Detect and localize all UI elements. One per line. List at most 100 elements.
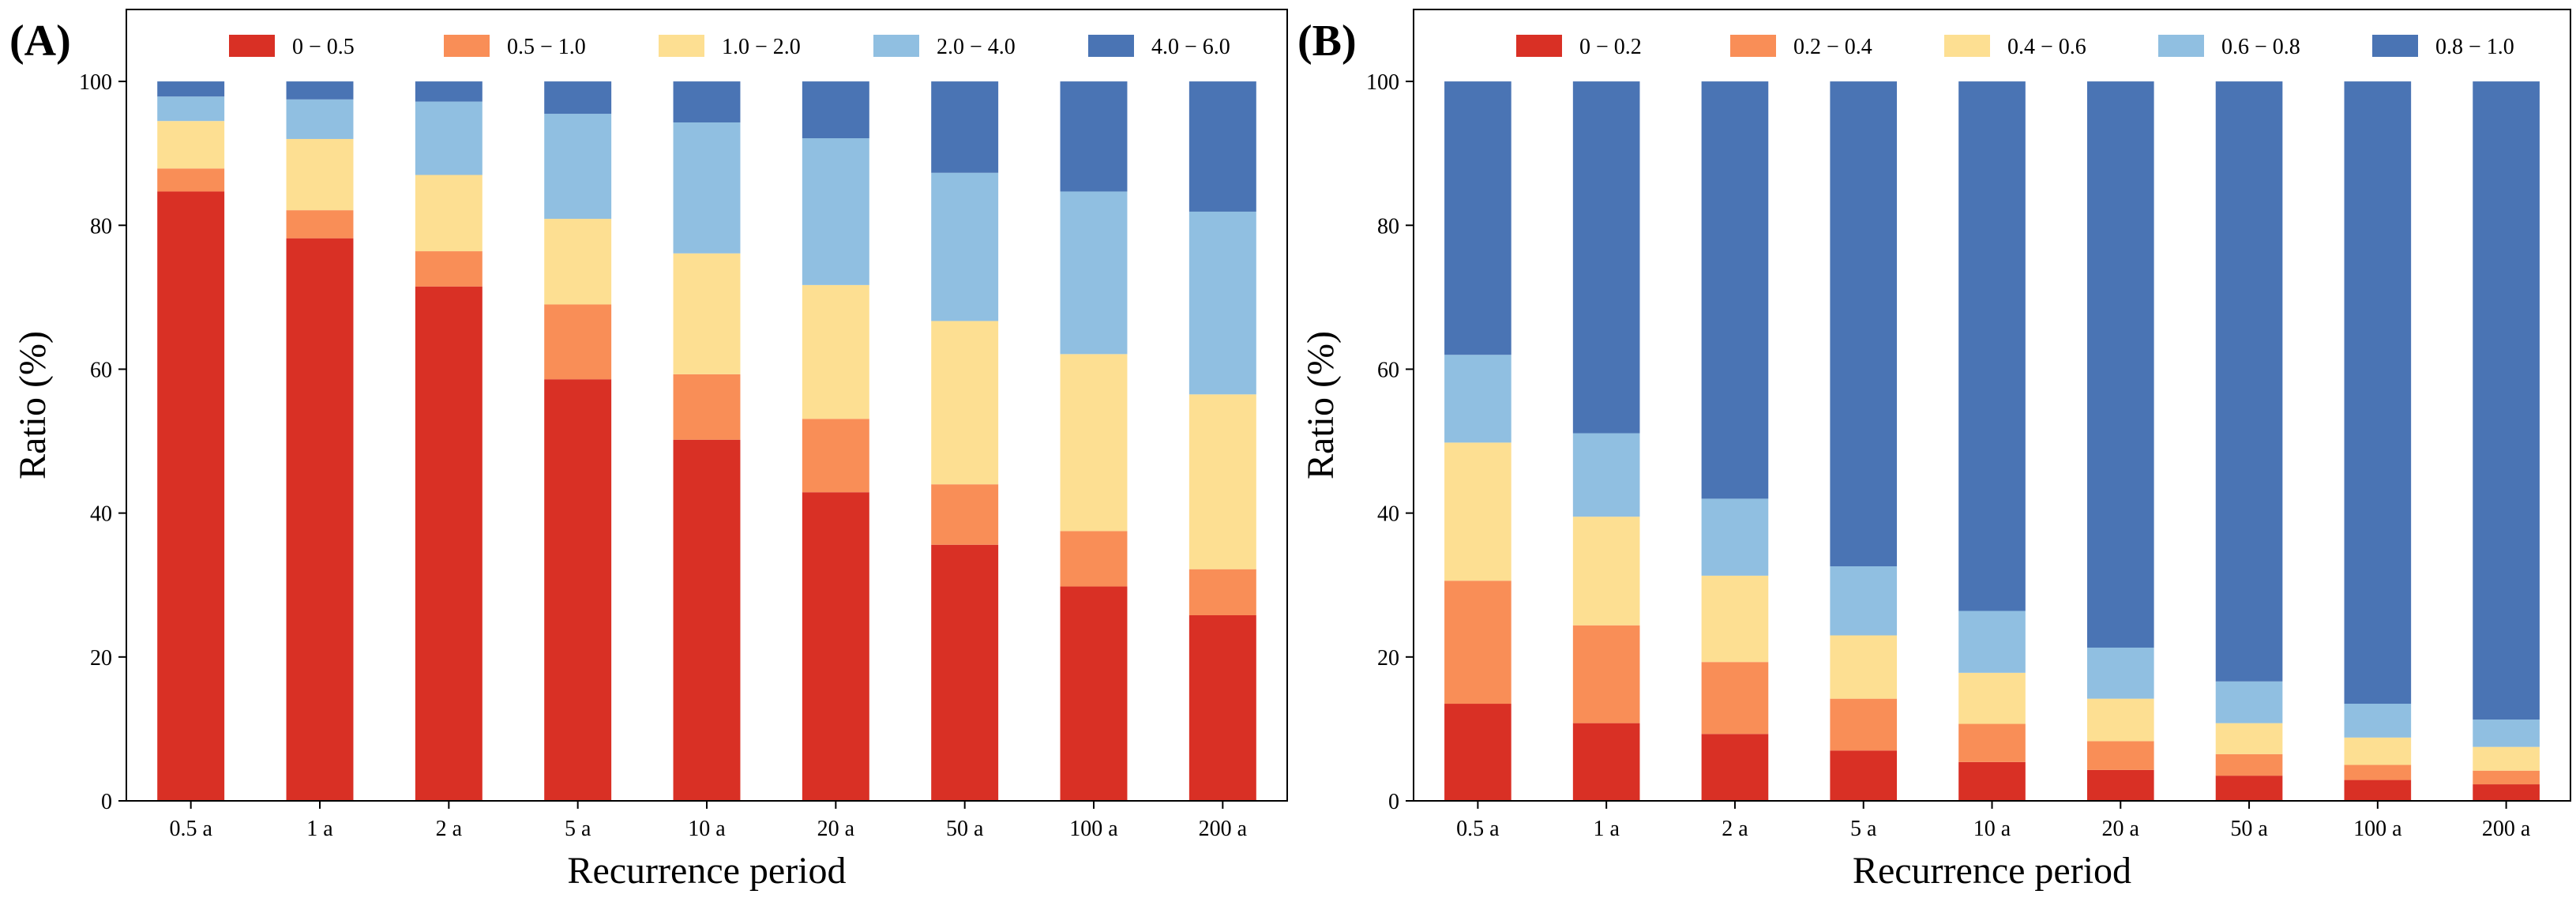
- panel-b-bar-segment-4-4: [1958, 81, 2026, 611]
- panel-b-bar-segment-2-2: [1701, 575, 1769, 663]
- panel-a-bar-segment-2-2: [415, 175, 483, 252]
- panel-b-bar-segment-4-2: [1958, 672, 2026, 724]
- panel-a-bar-segment-7-3: [1060, 191, 1128, 355]
- panel-b-bar-segment-8-4: [2473, 81, 2540, 720]
- panel-a-x-tick-label-4: 10 a: [688, 817, 726, 841]
- panel-b-x-tick-label-0: 0.5 a: [1456, 817, 1500, 841]
- panel-b-x-tick-label-6: 50 a: [2230, 817, 2268, 841]
- panel-a-label: (A): [9, 17, 71, 66]
- panel-b-bar-segment-4-0: [1958, 761, 2026, 801]
- panel-b-bar-segment-6-2: [2215, 723, 2283, 754]
- panel-b-bar-segment-0-2: [1444, 442, 1511, 581]
- panel-a-bar-segment-1-4: [286, 81, 354, 100]
- panel-a-x-tick-label-0: 0.5 a: [169, 817, 212, 841]
- panel-b-bar-segment-2-3: [1701, 498, 1769, 576]
- panel-a-bar-segment-2-1: [415, 251, 483, 287]
- panel-b-legend-swatch-4: [2372, 35, 2418, 57]
- panel-a-y-tick-label-0: 0: [101, 790, 112, 814]
- panel-a-x-tick-label-8: 200 a: [1199, 817, 1248, 841]
- panel-a-bar-segment-0-2: [157, 121, 225, 169]
- panel-a-legend-label-2: 1.0 − 2.0: [722, 35, 801, 59]
- panel-a-legend: 0 − 0.5 0.5 − 1.0 1.0 − 2.0 2.0 − 4.0 4.0 − …: [229, 35, 1230, 59]
- panel-b-legend: 0 − 0.2 0.2 − 0.4 0.4 − 0.6 0.6 − 0.8 0.8 − …: [1516, 35, 2514, 59]
- panel-b-bar-segment-7-1: [2344, 765, 2412, 780]
- panel-b-bar-segment-5-4: [2086, 81, 2154, 648]
- panel-b-bar-segment-7-2: [2344, 737, 2412, 765]
- panel-b-chart: (B) 0 20 40 60 80 100 0.5 a 1 a 2 a 5 a 10 a 20 a 50…: [1297, 9, 2571, 892]
- panel-a-y-tick-label-5: 100: [79, 70, 112, 95]
- panel-a-bar-segment-6-0: [931, 544, 999, 801]
- panel-b-bar-segment-7-0: [2344, 780, 2412, 801]
- panel-a-bar-segment-5-0: [802, 492, 869, 801]
- panel-b-legend-label-3: 0.6 − 0.8: [2221, 35, 2300, 59]
- panel-a-bar-segment-7-4: [1060, 81, 1128, 192]
- panel-b-bar-segment-3-0: [1830, 750, 1898, 801]
- panel-b-bar-segment-1-1: [1572, 625, 1640, 723]
- panel-b-bar-segment-1-4: [1572, 81, 1640, 434]
- panel-a-bar-segment-4-4: [673, 81, 741, 123]
- panel-b-x-tick-label-7: 100 a: [2353, 817, 2402, 841]
- panel-b-x-tick-label-3: 5 a: [1850, 817, 1877, 841]
- panel-a-bar-segment-1-2: [286, 138, 354, 211]
- panel-a-legend-swatch-4: [1088, 35, 1134, 57]
- panel-a-bar-segment-7-0: [1060, 586, 1128, 801]
- panel-a-bar-segment-2-0: [415, 286, 483, 801]
- panel-a-bar-segment-3-3: [544, 114, 612, 220]
- panel-a-x-tick-label-2: 2 a: [436, 817, 463, 841]
- panel-a-bar-segment-6-4: [931, 81, 999, 173]
- panel-a-y-tick-label-1: 20: [90, 646, 112, 671]
- panel-a-chart: (A) 0 20 40 60 80 100 0.5 a 1 a 2 a 5 a 10 a 20 a 50…: [9, 9, 1288, 892]
- panel-a-bar-segment-0-4: [157, 81, 225, 97]
- panel-a-bar-segment-1-1: [286, 210, 354, 239]
- panel-a-legend-swatch-0: [229, 35, 275, 57]
- panel-a-legend-swatch-1: [444, 35, 490, 57]
- panel-b-bar-segment-6-0: [2215, 776, 2283, 801]
- panel-b-bar-segment-3-4: [1830, 81, 1898, 567]
- panel-b-bar-segment-0-4: [1444, 81, 1511, 355]
- panel-a-bar-segment-5-2: [802, 284, 869, 419]
- panel-b-bar-segment-8-2: [2473, 746, 2540, 771]
- panel-b-bar-segment-4-3: [1958, 611, 2026, 673]
- panel-b-bar-segment-8-3: [2473, 720, 2540, 747]
- panel-b-bar-segment-1-0: [1572, 723, 1640, 801]
- panel-b-legend-label-1: 0.2 − 0.4: [1793, 35, 1872, 59]
- panel-b-legend-swatch-3: [2158, 35, 2204, 57]
- panel-a-legend-label-1: 0.5 − 1.0: [507, 35, 586, 59]
- panel-b-bar-segment-2-1: [1701, 662, 1769, 735]
- panel-a-y-tick-label-3: 60: [90, 358, 112, 382]
- panel-b-x-tick-label-4: 10 a: [1973, 817, 2011, 841]
- panel-b-y-tick-label-2: 40: [1377, 502, 1399, 527]
- panel-b-legend-swatch-1: [1730, 35, 1776, 57]
- panel-b-x-tick-label-8: 200 a: [2482, 817, 2531, 841]
- panel-b-bar-segment-0-0: [1444, 704, 1511, 801]
- panel-a-bar-segment-1-3: [286, 99, 354, 139]
- panel-a-legend-label-0: 0 − 0.5: [292, 35, 355, 59]
- panel-a-x-tick-label-6: 50 a: [946, 817, 984, 841]
- panel-b-bar-segment-3-2: [1830, 635, 1898, 699]
- panel-a-y-tick-label-4: 80: [90, 214, 112, 239]
- panel-b-bar-segment-8-1: [2473, 770, 2540, 785]
- panel-a-bar-segment-6-1: [931, 484, 999, 545]
- panel-b-legend-swatch-2: [1944, 35, 1990, 57]
- panel-a-legend-label-4: 4.0 − 6.0: [1151, 35, 1230, 59]
- panel-a-bar-segment-4-0: [673, 439, 741, 801]
- panel-a-bar-segment-6-2: [931, 321, 999, 485]
- panel-b-x-tick-label-2: 2 a: [1722, 817, 1748, 841]
- panel-a-bar-segment-7-1: [1060, 531, 1128, 587]
- panel-a-x-tick-label-5: 20 a: [817, 817, 855, 841]
- panel-b-x-axis-title: Recurrence period: [1853, 850, 2131, 892]
- panel-a-bar-segment-8-1: [1188, 569, 1256, 615]
- panel-b-bar-segment-4-1: [1958, 723, 2026, 762]
- panel-a-bar-segment-4-1: [673, 374, 741, 440]
- panel-a-legend-swatch-3: [873, 35, 919, 57]
- panel-b-x-tick-label-5: 20 a: [2102, 817, 2140, 841]
- panel-b-y-tick-label-1: 20: [1377, 646, 1399, 671]
- panel-b-bar-segment-6-1: [2215, 753, 2283, 776]
- panel-a-bar-segment-4-3: [673, 122, 741, 254]
- panel-a-bar-segment-6-3: [931, 172, 999, 321]
- panel-a-x-axis-title: Recurrence period: [567, 850, 846, 892]
- panel-b-bar-segment-6-4: [2215, 81, 2283, 682]
- panel-b-bar-segment-1-2: [1572, 517, 1640, 626]
- panel-b-y-tick-label-5: 100: [1366, 70, 1399, 95]
